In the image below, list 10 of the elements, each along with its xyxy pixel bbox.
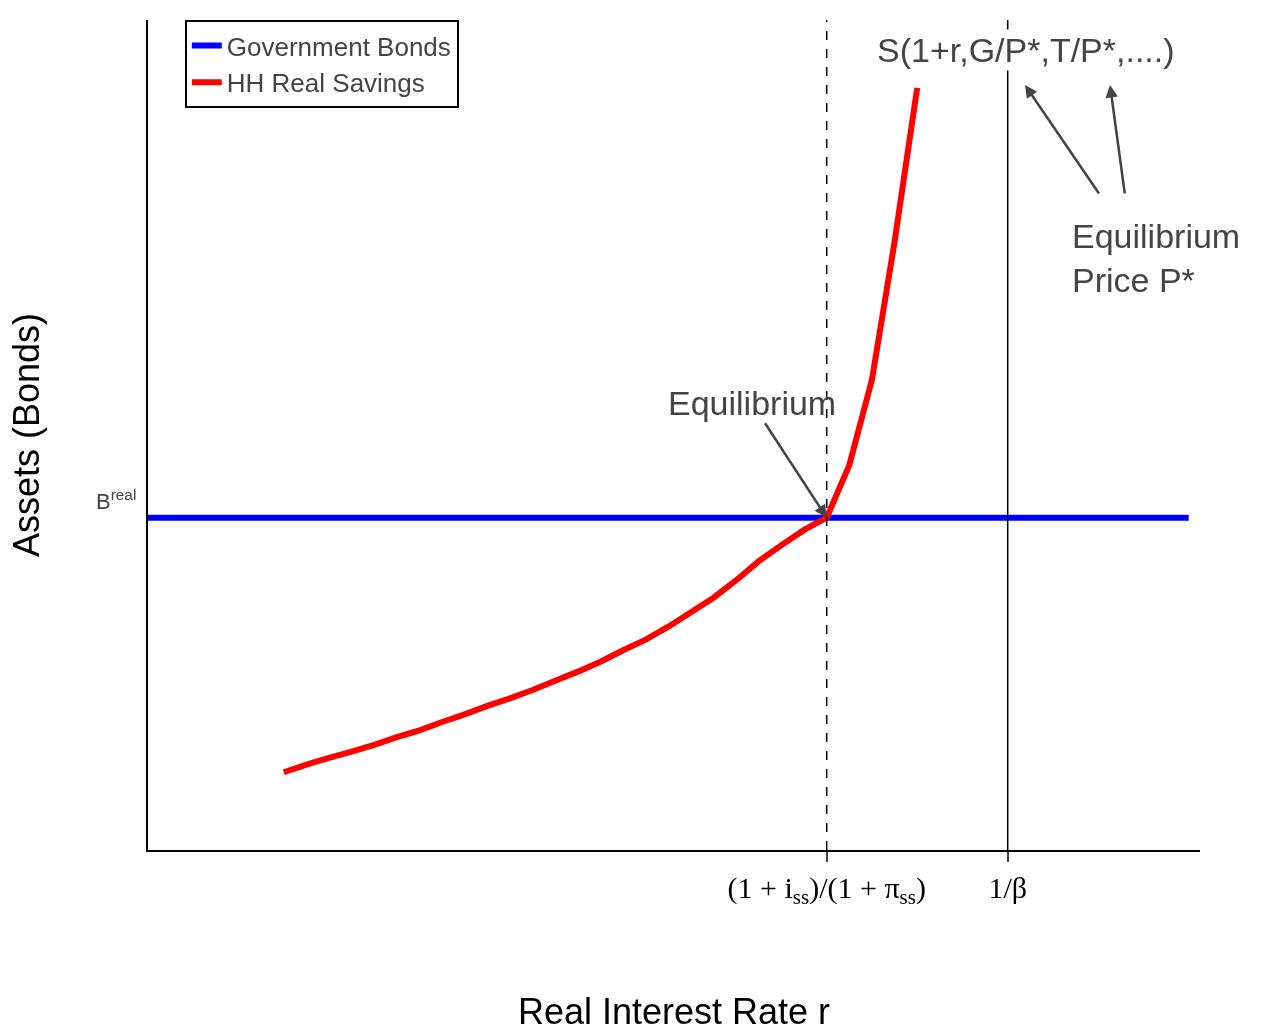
text: S(1+r,G/P*,T/P*,....): [877, 31, 1175, 69]
x-axis-title: Real Interest Rate r: [517, 991, 831, 1032]
annotation: Equilibrium: [668, 384, 837, 422]
annotation: Equilibrium Price P*: [1072, 217, 1241, 300]
legend-label: HH Real Savings: [226, 68, 425, 99]
text: B$^{real}$: [96, 486, 137, 515]
x-tick-label: 1/β: [988, 871, 1027, 904]
legend-label: Government Bonds: [226, 31, 451, 62]
x-tick-label: (1 + i$_{ss}$)/(1 + π$_{ss}$): [727, 871, 926, 910]
y-axis-title: Assets (Bonds): [6, 312, 48, 558]
